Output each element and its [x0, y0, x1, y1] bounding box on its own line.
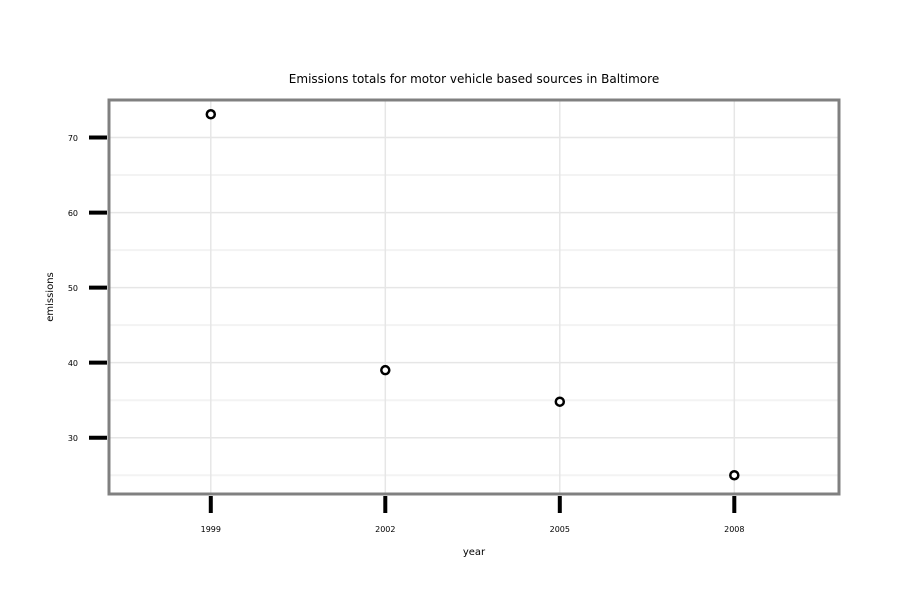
y-tick-label: 30 [68, 434, 78, 443]
data-points [205, 109, 740, 481]
y-tick-label: 60 [68, 209, 78, 218]
x-tick-label: 1999 [201, 525, 221, 534]
y-axis: 30 40 50 60 70 [68, 134, 107, 443]
y-tick-label: 50 [68, 284, 78, 293]
x-tick-label: 2002 [375, 525, 395, 534]
plot-panel-border [107, 98, 841, 496]
chart-title: Emissions totals for motor vehicle based… [289, 72, 659, 86]
x-axis: 1999 2002 2005 2008 [201, 496, 744, 534]
data-point [380, 364, 391, 376]
x-tick-label: 2005 [550, 525, 570, 534]
x-tick-label: 2008 [724, 525, 744, 534]
y-axis-label: emissions [45, 272, 56, 322]
data-point [729, 469, 740, 481]
x-axis-label: year [463, 547, 486, 558]
grid [109, 99, 839, 494]
data-point [554, 396, 566, 407]
y-tick-label: 40 [68, 359, 78, 368]
y-tick-label: 70 [68, 134, 78, 143]
data-point [205, 109, 217, 120]
